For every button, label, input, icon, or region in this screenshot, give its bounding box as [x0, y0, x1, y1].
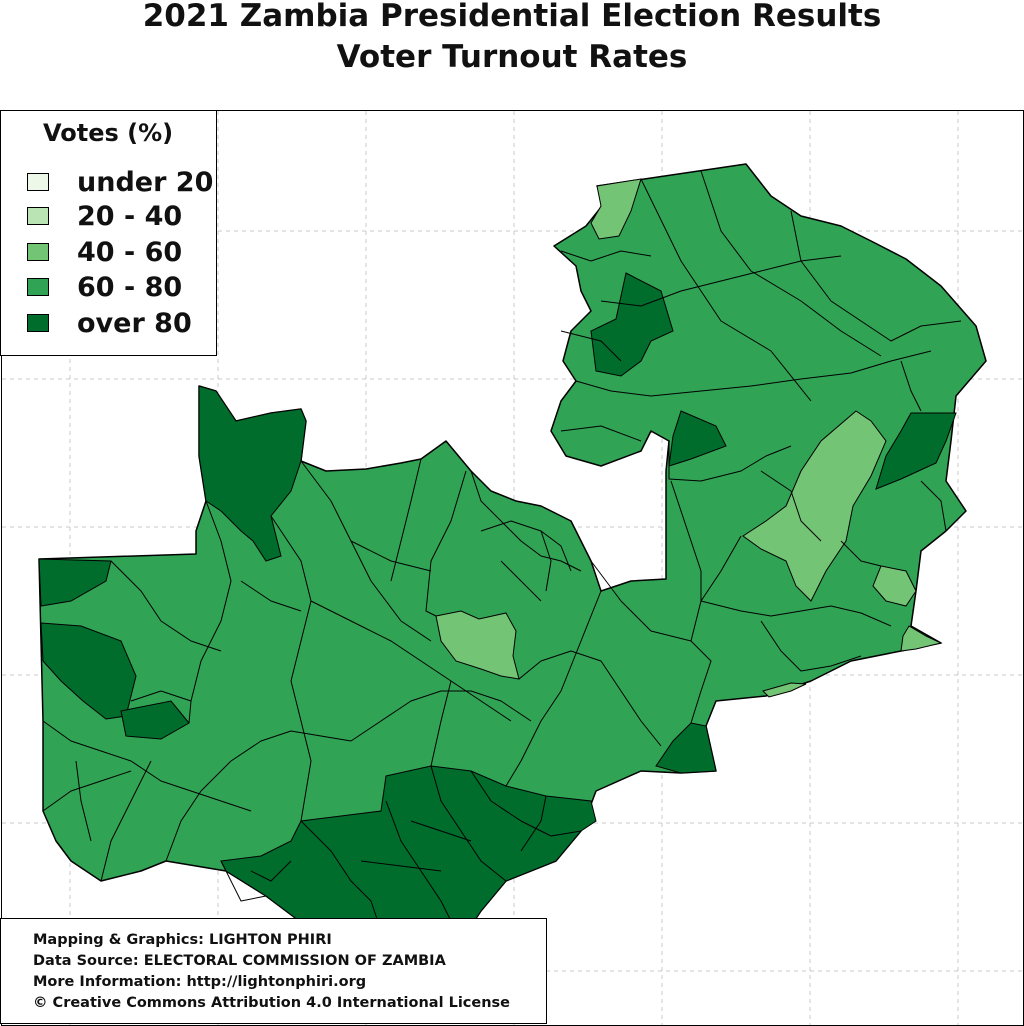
credit-license: © Creative Commons Attribution 4.0 Inter… [33, 995, 511, 1011]
legend-label: under 20 [77, 166, 214, 198]
credit-data-source: Data Source: ELECTORAL COMMISSION OF ZAM… [33, 953, 446, 969]
region-northeast-corridor [742, 410, 887, 602]
zambia-boundary [38, 163, 987, 954]
legend-item-over-80: over 80 [27, 307, 192, 339]
region-east-patch [872, 565, 917, 607]
map-subtitle: Voter Turnout Rates [336, 39, 688, 75]
region-west-corner [38, 558, 112, 607]
legend-label: 60 - 80 [77, 271, 183, 303]
legend-label: 20 - 40 [77, 200, 183, 232]
region-east-tip [655, 722, 717, 774]
map-legend: Votes (%) under 20 20 - 40 40 - 60 60 - … [0, 110, 217, 356]
map-frame [1, 110, 1024, 1026]
region-west-band [40, 622, 137, 720]
district-boundaries [42, 170, 962, 942]
legend-swatch [27, 207, 49, 225]
legend-title: Votes (%) [43, 119, 174, 147]
legend-label: 40 - 60 [77, 236, 183, 268]
region-southern-strip [762, 682, 807, 698]
legend-swatch [27, 173, 49, 191]
legend-label: over 80 [77, 307, 192, 339]
region-north-tip [590, 178, 642, 240]
region-central-east [668, 410, 727, 467]
map-title: 2021 Zambia Presidential Election Result… [142, 0, 882, 34]
turnout-over-80-regions [38, 272, 957, 954]
legend-swatch [27, 243, 49, 261]
region-west-small [120, 700, 190, 740]
zambia-map [2, 111, 1023, 1025]
region-northeast-block [875, 412, 957, 490]
legend-swatch [27, 278, 49, 296]
legend-swatch [27, 314, 49, 332]
region-eastern-strip [900, 625, 943, 652]
legend-item-40-60: 40 - 60 [27, 236, 183, 268]
legend-item-20-40: 20 - 40 [27, 200, 183, 232]
region-north-central [590, 272, 674, 377]
credits-box: Mapping & Graphics: LIGHTON PHIRI Data S… [0, 918, 547, 1024]
credit-more-info: More Information: http://lightonphiri.or… [33, 974, 367, 990]
region-central-patch [435, 610, 520, 680]
legend-item-under-20: under 20 [27, 166, 214, 198]
turnout-40-60-regions [435, 178, 943, 698]
legend-item-60-80: 60 - 80 [27, 271, 183, 303]
credit-mapping: Mapping & Graphics: LIGHTON PHIRI [33, 932, 332, 948]
